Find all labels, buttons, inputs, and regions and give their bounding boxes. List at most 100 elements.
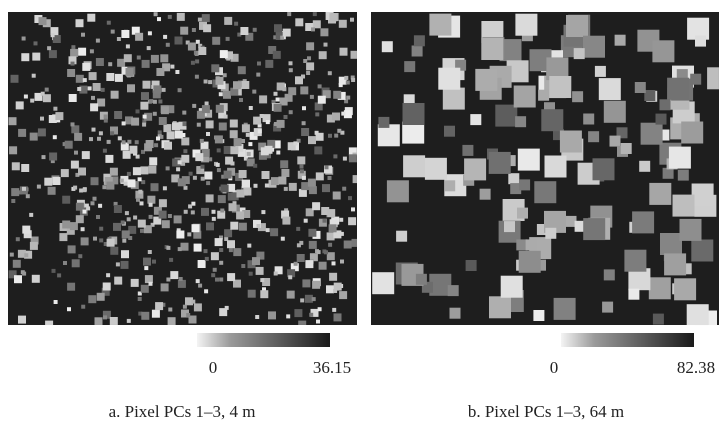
pixel: [306, 62, 314, 70]
pixel: [196, 40, 200, 44]
pixel: [224, 17, 232, 25]
pixel: [649, 183, 671, 205]
pixel: [191, 300, 195, 304]
pixel: [283, 29, 291, 37]
pixel: [294, 262, 298, 266]
pixel: [158, 100, 162, 104]
pixel: [32, 53, 40, 61]
pixel: [11, 188, 19, 196]
pixel: [328, 176, 332, 180]
pixel: [110, 317, 118, 325]
pixel: [320, 28, 328, 36]
pixel: [183, 305, 187, 309]
pixel: [29, 213, 33, 217]
pixel: [310, 95, 314, 99]
pixel: [99, 238, 103, 242]
pixel: [329, 224, 337, 232]
pixel: [67, 69, 75, 77]
pixel: [526, 239, 537, 250]
pixel: [184, 186, 188, 190]
pixel: [192, 104, 196, 108]
pixel: [220, 209, 224, 213]
pixel: [65, 141, 73, 149]
pixel: [154, 143, 158, 147]
panel: 0 36.15 a. Pixel PCs 1–3, 4 m: [8, 12, 357, 421]
pixel: [322, 184, 330, 192]
pixel: [240, 27, 248, 35]
pixel: [195, 75, 199, 79]
pixel: [404, 61, 415, 72]
pixel: [351, 51, 357, 59]
pixel: [480, 189, 491, 200]
pixel: [215, 278, 219, 282]
pixel: [615, 35, 626, 46]
pixel: [93, 197, 97, 201]
pixel: [176, 231, 184, 239]
pixel: [652, 40, 674, 62]
pixel: [191, 61, 195, 65]
pixel: [198, 18, 202, 22]
pixel: [128, 236, 132, 240]
pixel: [138, 190, 142, 194]
pixel: [149, 282, 153, 286]
pixel: [107, 21, 111, 25]
pixel: [303, 59, 307, 63]
pixel: [198, 284, 202, 288]
pixel: [249, 106, 253, 110]
pixel: [187, 232, 191, 236]
pixel: [583, 36, 605, 58]
pixel: [71, 161, 79, 169]
pixel: [566, 15, 588, 37]
pixel: [309, 313, 313, 317]
pixel: [192, 28, 196, 32]
pixel: [38, 128, 46, 136]
pixel: [316, 320, 320, 324]
pixel: [107, 140, 111, 144]
pixel: [278, 177, 286, 185]
pixel: [253, 117, 261, 125]
pixel: [333, 154, 337, 158]
pixel: [143, 81, 151, 89]
pixel: [312, 297, 316, 301]
pixel: [212, 217, 216, 221]
pixel: [76, 215, 84, 223]
pixel: [339, 218, 343, 222]
pixel: [517, 208, 528, 219]
pixel: [191, 210, 195, 214]
pixel: [149, 157, 157, 165]
pixel: [197, 123, 201, 127]
pixel: [13, 260, 21, 268]
pixel: [229, 203, 237, 211]
pixel: [57, 273, 61, 277]
pixel: [54, 300, 58, 304]
pixel: [149, 99, 153, 103]
pixel: [289, 110, 293, 114]
pixel: [246, 133, 250, 137]
pixel: [329, 13, 337, 21]
pixel: [346, 96, 350, 100]
pixel: [162, 88, 166, 92]
pixel: [122, 121, 126, 125]
pixel: [308, 229, 316, 237]
pixel: [138, 220, 146, 228]
pixel: [140, 102, 148, 110]
pixel: [282, 217, 290, 225]
pixel: [89, 137, 93, 141]
pixel: [79, 189, 83, 193]
pixel: [124, 54, 132, 62]
pixel: [515, 14, 537, 36]
colorbar-min: 0: [550, 358, 559, 377]
pixel: [300, 169, 304, 173]
pixel: [211, 273, 215, 277]
pixel: [138, 297, 142, 301]
pixel: [276, 98, 280, 102]
pixel: [182, 111, 186, 115]
pixel: [120, 179, 124, 183]
pixel: [328, 71, 332, 75]
pixel: [126, 44, 130, 48]
pixel: [149, 203, 153, 207]
pixel: [673, 195, 695, 217]
pixel: [219, 123, 227, 131]
pixel: [141, 92, 149, 100]
pixel: [76, 19, 84, 27]
